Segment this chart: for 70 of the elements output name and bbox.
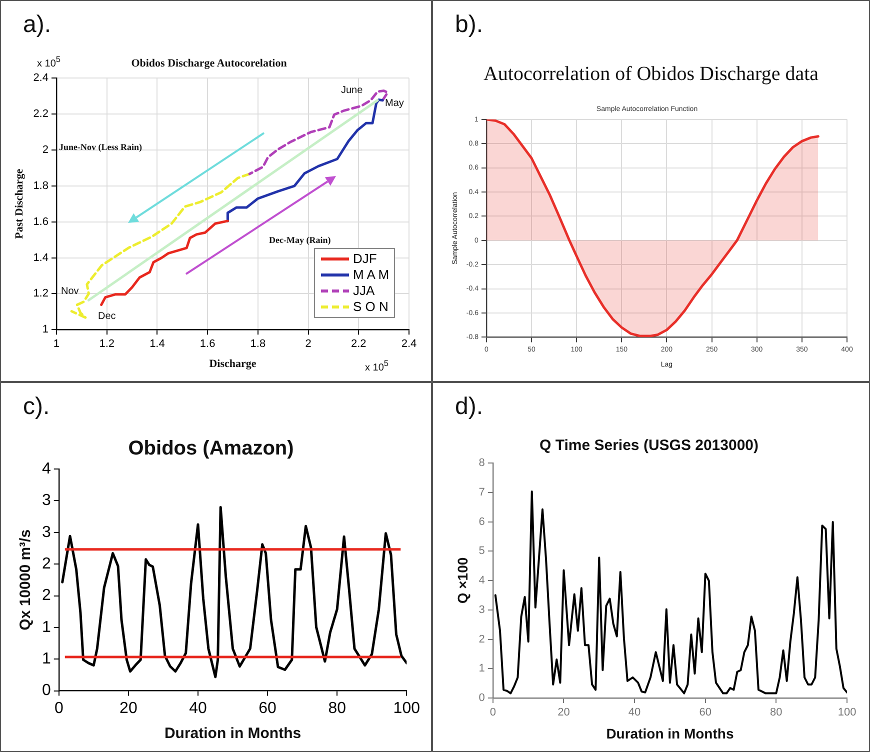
y-tick-label: 1	[42, 324, 48, 336]
y-tick-label: 6	[478, 516, 485, 528]
y-tick-label: 1	[42, 618, 51, 636]
x-axis-title: Discharge	[209, 358, 256, 370]
chart-title: Obidos Discharge Autocorelation	[131, 57, 287, 70]
annotation: Nov	[61, 286, 79, 297]
annotation: June	[341, 85, 363, 96]
annotation: June-Nov (Less Rain)	[59, 142, 142, 152]
x-tick-label: 2.4	[401, 338, 417, 350]
y-tick-label: 1.2	[33, 288, 48, 300]
chart-title: Autocorrelation of Obidos Discharge data	[482, 63, 820, 86]
legend-label: S O N	[353, 299, 388, 314]
x-axis-title: Duration in Months	[164, 725, 302, 742]
x-tick-label: 1.8	[250, 338, 266, 350]
annotation: Dec-May (Rain)	[269, 235, 331, 245]
legend-label: M A M	[353, 267, 390, 282]
x-tick-label: 80	[770, 706, 782, 719]
legend-label: DJF	[353, 251, 377, 266]
text: d).	[455, 393, 484, 421]
y-tick-label: 4	[478, 574, 485, 587]
y-tick-label: 2	[42, 587, 51, 604]
y-tick-label: 3	[478, 604, 485, 616]
x-tick-label: 1.2	[99, 338, 114, 350]
x-tick-label: 1	[53, 338, 60, 350]
text: b).	[455, 11, 484, 39]
x-tick-label: 1.4	[150, 338, 165, 350]
x-tick-label: 20	[120, 700, 138, 717]
y-tick-label: 1.4	[33, 252, 48, 264]
x-tick-label: 20	[558, 706, 570, 719]
x-axis-title: Duration in Months	[606, 725, 734, 742]
y-tick-label: 1	[478, 662, 485, 675]
y-tick-label: 8	[478, 457, 485, 470]
y-tick-label: 2	[42, 144, 48, 156]
x-tick-label: 40	[628, 706, 641, 719]
y-tick-label: 5	[478, 545, 485, 558]
y-tick-label: 3	[42, 492, 51, 510]
y-tick-label: 1	[42, 650, 51, 668]
legend-label: JJA	[353, 283, 375, 298]
x-tick-label: 2.2	[350, 338, 366, 350]
text: x 10$^{5}$	[365, 358, 389, 374]
text: x 10$^{5}$	[37, 54, 61, 70]
x-tick-label: 0	[490, 706, 496, 719]
y-tick-label: 1.8	[33, 180, 48, 192]
x-tick-label: 60	[258, 700, 277, 717]
y-tick-label: 2	[42, 555, 51, 572]
chart-title: Q Time Series (USGS 2013000)	[539, 437, 759, 454]
y-axis-title: Q ×100	[454, 557, 470, 604]
x-tick-label: 100	[393, 700, 420, 717]
y-axis-title: Qx 10000 m³/s	[17, 529, 34, 630]
y-tick-label: 0	[42, 682, 51, 700]
y-tick-label: 7	[478, 486, 485, 498]
x-tick-label: 60	[699, 706, 712, 719]
x-tick-label: 0	[54, 700, 64, 717]
y-tick-label: 1.6	[33, 216, 48, 228]
annotation: Dec	[98, 311, 116, 322]
chart-title: Obidos (Amazon)	[128, 438, 294, 460]
x-tick-label: 40	[189, 700, 207, 717]
y-tick-label: 2.2	[33, 108, 48, 120]
x-tick-label: 80	[328, 700, 346, 717]
y-tick-label: 2	[478, 633, 485, 646]
annotation: May	[385, 98, 404, 109]
x-tick-label: 100	[838, 706, 856, 719]
y-tick-label: 4	[42, 460, 51, 478]
text: c).	[23, 393, 50, 421]
text: a).	[23, 11, 52, 39]
x-tick-label: 1.6	[200, 338, 216, 350]
y-tick-label: 2.4	[33, 72, 48, 84]
y-tick-label: 3	[42, 524, 51, 541]
x-tick-label: 2	[305, 338, 312, 350]
y-axis-title: Past Discharge	[13, 168, 26, 239]
